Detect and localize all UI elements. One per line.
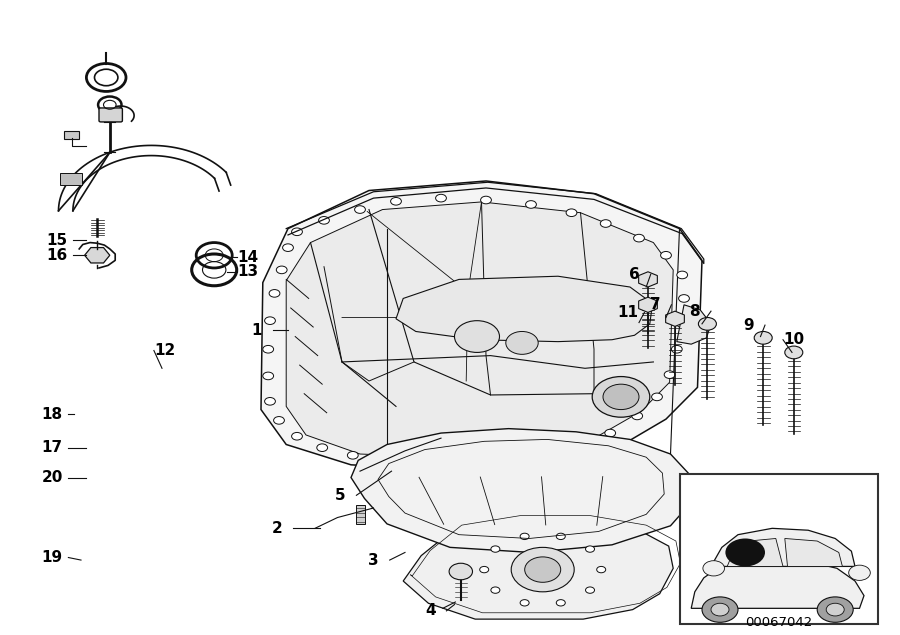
Circle shape [586,546,595,552]
Circle shape [592,377,650,417]
Text: 18: 18 [41,406,63,422]
Circle shape [355,206,365,213]
Circle shape [481,196,491,204]
Circle shape [292,432,302,440]
Circle shape [449,563,473,580]
Circle shape [317,444,328,451]
Circle shape [533,450,544,458]
Polygon shape [691,559,864,608]
Text: 4: 4 [425,603,436,618]
Text: 12: 12 [154,343,176,358]
Circle shape [754,331,772,344]
Circle shape [671,345,682,353]
Circle shape [347,451,358,459]
Circle shape [276,266,287,274]
Circle shape [265,317,275,324]
Circle shape [605,429,616,437]
Circle shape [702,597,738,622]
Text: 19: 19 [41,550,63,565]
Circle shape [634,234,644,242]
Circle shape [664,371,675,378]
Polygon shape [396,276,652,342]
Bar [680,474,878,624]
Polygon shape [403,521,673,619]
Text: 5: 5 [335,488,346,503]
Text: 11: 11 [617,305,639,320]
Circle shape [269,290,280,297]
Text: 6: 6 [629,267,640,282]
Circle shape [556,533,565,540]
Polygon shape [677,305,711,344]
FancyBboxPatch shape [64,131,79,139]
Circle shape [677,271,688,279]
Text: 1: 1 [251,323,262,338]
Circle shape [725,538,765,566]
Circle shape [817,597,853,622]
Circle shape [520,533,529,540]
Circle shape [525,557,561,582]
Circle shape [632,412,643,420]
Text: 10: 10 [783,332,805,347]
Circle shape [711,603,729,616]
Circle shape [265,398,275,405]
Text: 7: 7 [650,297,661,312]
Circle shape [652,393,662,401]
Circle shape [677,320,688,328]
Circle shape [526,201,536,208]
Circle shape [391,197,401,205]
Circle shape [698,318,716,330]
Circle shape [454,321,500,352]
Circle shape [436,458,446,466]
Circle shape [292,228,302,236]
Text: 3: 3 [368,552,379,568]
Circle shape [520,599,529,606]
Circle shape [436,194,446,202]
Circle shape [491,546,500,552]
Circle shape [597,566,606,573]
Text: 16: 16 [46,248,68,263]
Circle shape [586,587,595,593]
Polygon shape [351,429,693,552]
Circle shape [319,217,329,224]
Text: 00067042: 00067042 [745,616,812,629]
FancyBboxPatch shape [99,108,122,122]
Circle shape [661,251,671,259]
Circle shape [785,346,803,359]
Circle shape [480,566,489,573]
FancyBboxPatch shape [60,173,82,185]
Text: 15: 15 [46,232,68,248]
Text: 14: 14 [237,250,258,265]
Text: 20: 20 [41,470,63,485]
Text: 9: 9 [743,318,754,333]
Circle shape [263,372,274,380]
Circle shape [389,457,400,464]
Circle shape [572,441,583,448]
Circle shape [511,547,574,592]
Circle shape [566,209,577,217]
Text: 2: 2 [272,521,283,536]
Polygon shape [785,538,842,566]
Circle shape [491,587,500,593]
Circle shape [506,331,538,354]
Circle shape [679,295,689,302]
Circle shape [485,457,496,464]
Circle shape [274,417,284,424]
Circle shape [556,599,565,606]
Circle shape [283,244,293,251]
Circle shape [826,603,844,616]
Polygon shape [711,528,855,566]
Text: 13: 13 [237,264,258,279]
Polygon shape [261,181,702,470]
Text: 17: 17 [41,440,63,455]
Text: 8: 8 [689,304,700,319]
Polygon shape [727,538,783,566]
Circle shape [263,345,274,353]
Polygon shape [286,202,673,457]
Bar [356,505,365,524]
Circle shape [600,220,611,227]
Circle shape [603,384,639,410]
Circle shape [703,561,724,576]
Circle shape [849,565,870,580]
